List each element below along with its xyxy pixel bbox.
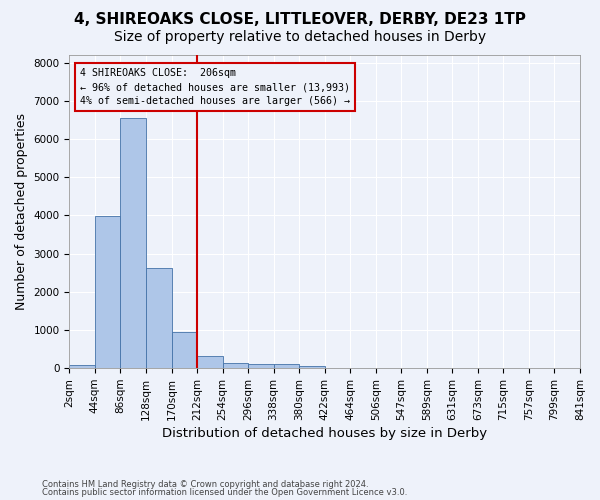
X-axis label: Distribution of detached houses by size in Derby: Distribution of detached houses by size … <box>162 427 487 440</box>
Bar <box>146 268 172 368</box>
Text: 4, SHIREOAKS CLOSE, LITTLEOVER, DERBY, DE23 1TP: 4, SHIREOAKS CLOSE, LITTLEOVER, DERBY, D… <box>74 12 526 28</box>
Text: 4 SHIREOAKS CLOSE:  206sqm
← 96% of detached houses are smaller (13,993)
4% of s: 4 SHIREOAKS CLOSE: 206sqm ← 96% of detac… <box>80 68 350 106</box>
Text: Size of property relative to detached houses in Derby: Size of property relative to detached ho… <box>114 30 486 44</box>
Bar <box>299 366 325 368</box>
Bar <box>121 118 146 368</box>
Bar <box>197 356 223 368</box>
Bar <box>70 365 95 368</box>
Text: Contains public sector information licensed under the Open Government Licence v3: Contains public sector information licen… <box>42 488 407 497</box>
Bar <box>248 364 274 368</box>
Bar <box>172 332 197 368</box>
Bar <box>223 363 248 368</box>
Bar <box>274 364 299 368</box>
Y-axis label: Number of detached properties: Number of detached properties <box>15 113 28 310</box>
Bar <box>95 216 121 368</box>
Text: Contains HM Land Registry data © Crown copyright and database right 2024.: Contains HM Land Registry data © Crown c… <box>42 480 368 489</box>
